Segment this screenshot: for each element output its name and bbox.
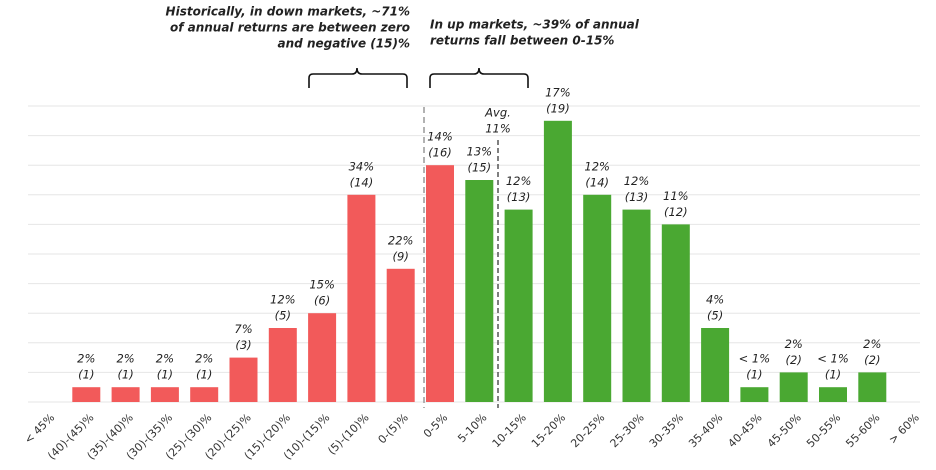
value-label: (2) <box>864 353 880 367</box>
value-label: (3) <box>235 338 251 352</box>
annotation: returns fall between 0-15% <box>430 34 614 48</box>
avg-label: 11% <box>485 122 511 136</box>
bar <box>386 268 415 402</box>
x-tick-label: 25-30% <box>608 411 647 450</box>
value-label: (13) <box>507 190 531 204</box>
bar <box>504 209 533 402</box>
annotation: Historically, in down markets, ~71% <box>166 5 410 19</box>
x-tick-label: 5-10% <box>455 411 489 445</box>
bar <box>190 387 219 402</box>
bar <box>858 372 887 402</box>
share-label: 2% <box>785 337 803 351</box>
x-tick-label: 30-35% <box>647 411 686 450</box>
value-label: (16) <box>428 146 452 160</box>
value-label: (1) <box>117 368 133 382</box>
share-label: 12% <box>506 174 532 188</box>
x-tick-label: > 60% <box>886 411 921 446</box>
share-label: 14% <box>427 130 453 144</box>
share-label: 17% <box>545 85 571 99</box>
avg-label: Avg. <box>484 106 511 120</box>
value-label: (2) <box>786 353 802 367</box>
share-label: 12% <box>624 174 650 188</box>
x-tick-label: 20-25% <box>568 411 607 450</box>
value-label: (19) <box>546 101 570 115</box>
bar <box>72 387 101 402</box>
x-tick-label: 0-5% <box>421 411 450 440</box>
bar <box>347 194 376 402</box>
value-label: (5) <box>707 309 723 323</box>
share-label: 13% <box>467 145 493 159</box>
value-label: (6) <box>314 294 330 308</box>
x-tick-label: 55-60% <box>843 411 882 450</box>
bar <box>268 328 297 402</box>
bar <box>308 313 337 402</box>
value-label: (1) <box>157 368 173 382</box>
brace <box>429 67 529 88</box>
bar <box>819 387 847 402</box>
brace <box>308 67 408 88</box>
share-label: 12% <box>584 159 610 173</box>
value-label: (14) <box>350 175 374 189</box>
value-label: (12) <box>664 205 688 219</box>
x-tick-label: 0-(5)% <box>376 411 411 446</box>
share-label: < 1% <box>739 352 771 366</box>
annotation: of annual returns are between zero <box>170 21 410 35</box>
value-label: (1) <box>196 368 212 382</box>
x-tick-label: 50-55% <box>804 411 843 450</box>
share-label: 2% <box>863 337 881 351</box>
share-label: 2% <box>156 352 174 366</box>
share-label: 2% <box>195 352 213 366</box>
bar <box>150 387 179 402</box>
x-tick-label: (5)-(10)% <box>325 411 371 457</box>
bar <box>779 372 808 402</box>
share-label: 11% <box>663 189 689 203</box>
value-label: (1) <box>746 368 762 382</box>
share-label: 15% <box>309 278 335 292</box>
bar <box>111 387 140 402</box>
x-tick-label: 35-40% <box>686 411 725 450</box>
x-tick-label: 40-45% <box>725 411 764 450</box>
share-label: 2% <box>77 352 95 366</box>
x-tick-label: 45-50% <box>765 411 804 450</box>
bar <box>229 357 258 402</box>
bar <box>622 209 651 402</box>
value-label: (13) <box>625 190 649 204</box>
share-label: 2% <box>116 352 134 366</box>
x-tick-label: 15-20% <box>529 411 568 450</box>
bar <box>740 387 769 402</box>
bar <box>661 224 690 402</box>
bar <box>543 120 572 403</box>
bar <box>465 180 494 402</box>
annotation: In up markets, ~39% of annual <box>430 18 640 32</box>
share-label: < 1% <box>817 352 849 366</box>
value-label: (5) <box>275 309 291 323</box>
share-label: 7% <box>234 322 252 336</box>
value-label: (9) <box>393 249 409 263</box>
x-tick-label: < 45% <box>22 411 57 446</box>
bar <box>426 165 454 402</box>
bar <box>583 194 612 402</box>
value-label: (15) <box>467 161 491 175</box>
annotation: and negative (15)% <box>278 37 410 51</box>
share-label: 34% <box>349 159 375 173</box>
share-label: 12% <box>270 293 296 307</box>
share-label: 22% <box>388 233 414 247</box>
share-label: 4% <box>706 293 724 307</box>
value-label: (1) <box>78 368 94 382</box>
bar <box>701 328 730 402</box>
value-label: (1) <box>825 368 841 382</box>
x-tick-label: 10-15% <box>490 411 529 450</box>
value-label: (14) <box>585 175 609 189</box>
